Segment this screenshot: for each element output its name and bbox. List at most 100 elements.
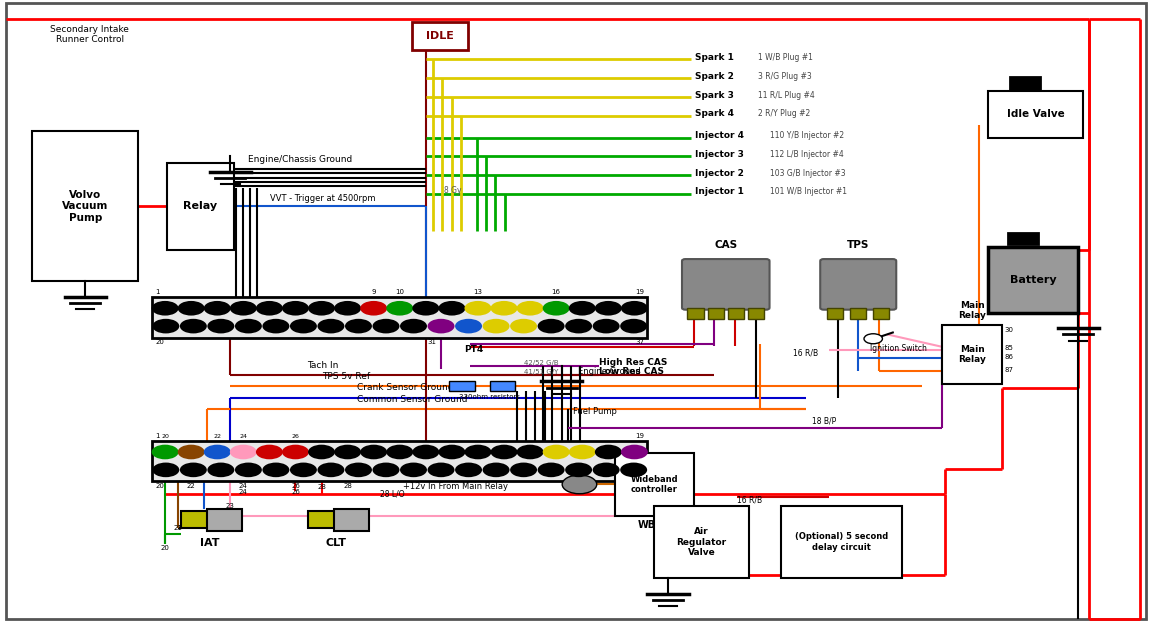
Circle shape (263, 462, 289, 478)
Circle shape (235, 319, 262, 334)
Circle shape (439, 301, 465, 316)
Bar (942, 325, 1002, 384)
Circle shape (207, 462, 234, 478)
Text: Idle Valve: Idle Valve (1007, 109, 1064, 119)
Circle shape (412, 445, 439, 459)
Text: 13: 13 (473, 289, 483, 295)
Circle shape (152, 301, 179, 316)
Circle shape (180, 319, 207, 334)
Circle shape (439, 445, 465, 459)
Text: Injector 2: Injector 2 (695, 169, 743, 177)
Circle shape (204, 445, 230, 459)
Circle shape (464, 301, 492, 316)
Circle shape (318, 319, 344, 334)
Circle shape (455, 462, 482, 478)
Text: 20: 20 (156, 482, 165, 489)
Text: 87: 87 (1005, 367, 1014, 373)
Circle shape (230, 445, 257, 459)
Text: 26: 26 (291, 482, 300, 489)
Text: 20: 20 (160, 545, 169, 551)
Circle shape (594, 445, 622, 459)
Text: 86: 86 (1005, 354, 1014, 361)
Circle shape (538, 319, 564, 334)
Text: Injector 3: Injector 3 (695, 150, 743, 159)
Text: 112 L/B Injector #4: 112 L/B Injector #4 (770, 150, 843, 159)
Circle shape (334, 445, 361, 459)
Circle shape (491, 445, 517, 459)
Text: Wideband
controller: Wideband controller (630, 474, 679, 494)
Text: 16 R/B: 16 R/B (793, 349, 818, 358)
Circle shape (427, 319, 455, 334)
Circle shape (180, 462, 207, 478)
Circle shape (483, 462, 509, 478)
Circle shape (491, 301, 517, 316)
Text: 16 R/B: 16 R/B (737, 496, 763, 504)
Text: High Res CAS: High Res CAS (599, 358, 667, 367)
Bar (688, 308, 704, 319)
Circle shape (282, 301, 309, 316)
Circle shape (566, 319, 592, 334)
Text: 1: 1 (156, 289, 160, 295)
Circle shape (256, 445, 283, 459)
Circle shape (290, 319, 317, 334)
Bar (449, 381, 475, 391)
Bar (181, 511, 210, 528)
Bar (207, 509, 242, 531)
Text: Spark 3: Spark 3 (695, 91, 734, 99)
Text: 28 L/O: 28 L/O (380, 489, 404, 498)
Circle shape (566, 462, 592, 478)
Circle shape (455, 319, 482, 334)
Bar (1010, 78, 1040, 89)
Text: 26: 26 (291, 489, 300, 495)
Circle shape (361, 445, 387, 459)
Circle shape (152, 445, 179, 459)
Text: Crank Sensor Ground: Crank Sensor Ground (357, 384, 454, 392)
Text: 24: 24 (238, 489, 248, 495)
Text: 24: 24 (240, 434, 248, 439)
Text: 30: 30 (1005, 328, 1014, 334)
Text: 18 B/P: 18 B/P (812, 416, 836, 425)
Circle shape (290, 462, 317, 478)
Text: Volvo
Vacuum
Pump: Volvo Vacuum Pump (62, 189, 108, 223)
Bar (412, 22, 468, 50)
Text: Engine Ground: Engine Ground (577, 368, 641, 376)
Text: 1 W/B Plug #1: 1 W/B Plug #1 (758, 53, 813, 62)
Circle shape (152, 319, 180, 334)
Bar (615, 453, 694, 516)
Text: 42/52 G/B: 42/52 G/B (524, 359, 559, 366)
Circle shape (464, 445, 492, 459)
Text: Spark 4: Spark 4 (695, 109, 734, 118)
Bar (32, 131, 138, 281)
Circle shape (400, 462, 427, 478)
Text: +12v In From Main Relay: +12v In From Main Relay (403, 482, 508, 491)
Text: 23: 23 (226, 503, 235, 509)
Circle shape (621, 445, 647, 459)
Text: 24: 24 (238, 482, 248, 489)
FancyBboxPatch shape (682, 259, 770, 309)
Circle shape (569, 445, 596, 459)
Bar (707, 308, 723, 319)
Bar (490, 381, 515, 391)
Text: Common Sensor Ground: Common Sensor Ground (357, 395, 468, 404)
Circle shape (256, 301, 283, 316)
Text: Ignition Switch: Ignition Switch (870, 344, 927, 352)
Circle shape (372, 462, 400, 478)
Bar (152, 441, 647, 481)
Circle shape (543, 445, 569, 459)
Text: Main
Relay: Main Relay (958, 301, 986, 320)
Bar (827, 308, 843, 319)
Circle shape (344, 319, 372, 334)
Text: 19: 19 (635, 289, 644, 295)
Text: 28: 28 (343, 482, 353, 489)
Text: TPS: TPS (847, 240, 870, 250)
Text: CLT: CLT (326, 538, 347, 548)
Text: Fuel Pump: Fuel Pump (574, 407, 617, 416)
Circle shape (620, 462, 647, 478)
Bar (308, 511, 336, 528)
Text: 21: 21 (174, 525, 182, 531)
Bar (1008, 232, 1038, 244)
Circle shape (483, 319, 509, 334)
Circle shape (620, 319, 647, 334)
Circle shape (204, 301, 230, 316)
Text: 19: 19 (635, 432, 644, 439)
